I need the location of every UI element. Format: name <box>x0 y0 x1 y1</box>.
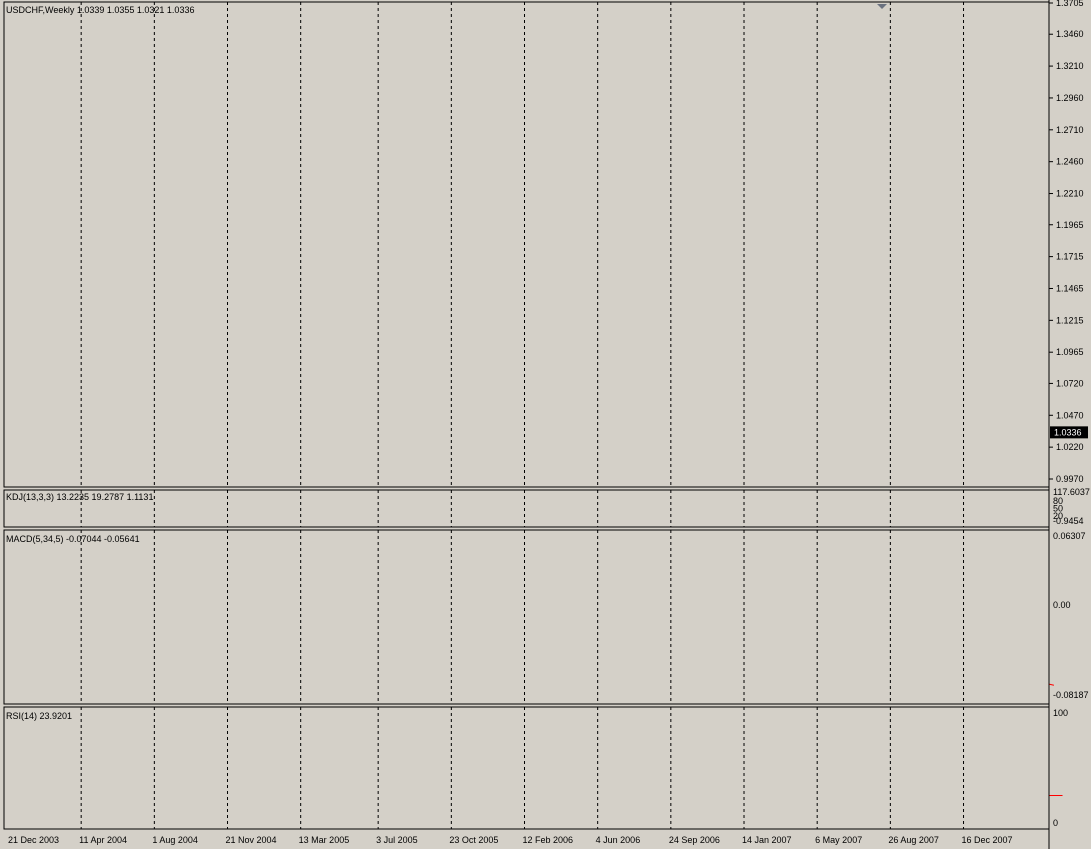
x-tick-label: 11 Apr 2004 <box>79 835 127 845</box>
kdj-frame <box>3 489 1050 528</box>
x-tick-label: 23 Oct 2005 <box>449 835 498 845</box>
kdj-tick-label: -0.9454 <box>1053 516 1084 526</box>
y-tick-label: 1.3210 <box>1056 61 1084 71</box>
scroll-marker-icon <box>877 4 887 9</box>
rsi-tick-label: 100 <box>1053 708 1068 718</box>
x-tick-label: 6 May 2007 <box>815 835 862 845</box>
kdj-tick-label: 20 <box>1053 511 1063 521</box>
x-tick-label: 24 Sep 2006 <box>669 835 720 845</box>
macd-title: MACD(5,34,5) -0.07044 -0.05641 <box>6 534 140 544</box>
x-tick-label: 14 Jan 2007 <box>742 835 792 845</box>
kdj-tick-label: 50 <box>1053 504 1063 514</box>
x-tick-label: 1 Aug 2004 <box>152 835 198 845</box>
x-tick-label: 3 Jul 2005 <box>376 835 418 845</box>
y-tick-label: 1.2710 <box>1056 125 1084 135</box>
y-tick-label: 1.0220 <box>1056 442 1084 452</box>
rsi-tick-label: 0 <box>1053 818 1058 828</box>
macd-frame <box>3 529 1050 705</box>
y-tick-label: 1.3705 <box>1056 0 1084 8</box>
y-tick-label: 0.9970 <box>1056 474 1084 484</box>
y-tick-label: 1.1965 <box>1056 220 1084 230</box>
axis-labels: 21 Dec 2003 11 Apr 2004 1 Aug 2004 21 Nov 2… <box>3 0 1084 849</box>
x-tick-label: 12 Feb 2006 <box>523 835 574 845</box>
rsi-title: RSI(14) 23.9201 <box>6 711 72 721</box>
current-price-box <box>1050 426 1088 439</box>
y-tick-label: 1.0965 <box>1056 347 1084 357</box>
x-tick-label: 4 Jun 2006 <box>596 835 641 845</box>
y-tick-label: 1.1465 <box>1056 283 1084 293</box>
y-tick-label: 1.0720 <box>1056 378 1084 388</box>
rsi-frame <box>3 706 1050 830</box>
macd-tick-label: 0.00 <box>1053 600 1071 610</box>
current-price-label: 1.0336 <box>1054 427 1082 437</box>
x-tick-label: 13 Mar 2005 <box>299 835 350 845</box>
x-tick-label: 21 Nov 2004 <box>226 835 277 845</box>
kdj-tick-label: 80 <box>1053 496 1063 506</box>
kdj-tick-label: 117.6037 <box>1053 487 1090 497</box>
y-tick-label: 1.1215 <box>1056 315 1084 325</box>
price-title: USDCHF,Weekly 1.0339 1.0355 1.0321 1.033… <box>6 5 194 15</box>
y-tick-label: 1.2960 <box>1056 93 1084 103</box>
y-tick-label: 1.2460 <box>1056 157 1084 167</box>
x-tick-label: 16 Dec 2007 <box>962 835 1013 845</box>
main-frame <box>3 1 1050 488</box>
kdj-title: KDJ(13,3,3) 13.2235 19.2787 1.1131 <box>6 492 153 502</box>
macd-tick-label: -0.08187 <box>1053 690 1089 700</box>
y-tick-label: 1.0470 <box>1056 410 1084 420</box>
y-tick-label: 1.2210 <box>1056 189 1084 199</box>
macd-tick-label: 0.06307 <box>1053 531 1086 541</box>
y-tick-label: 1.3460 <box>1056 29 1084 39</box>
x-tick-label: 26 Aug 2007 <box>888 835 939 845</box>
x-tick-label: 21 Dec 2003 <box>8 835 59 845</box>
y-tick-label: 1.1715 <box>1056 252 1084 262</box>
